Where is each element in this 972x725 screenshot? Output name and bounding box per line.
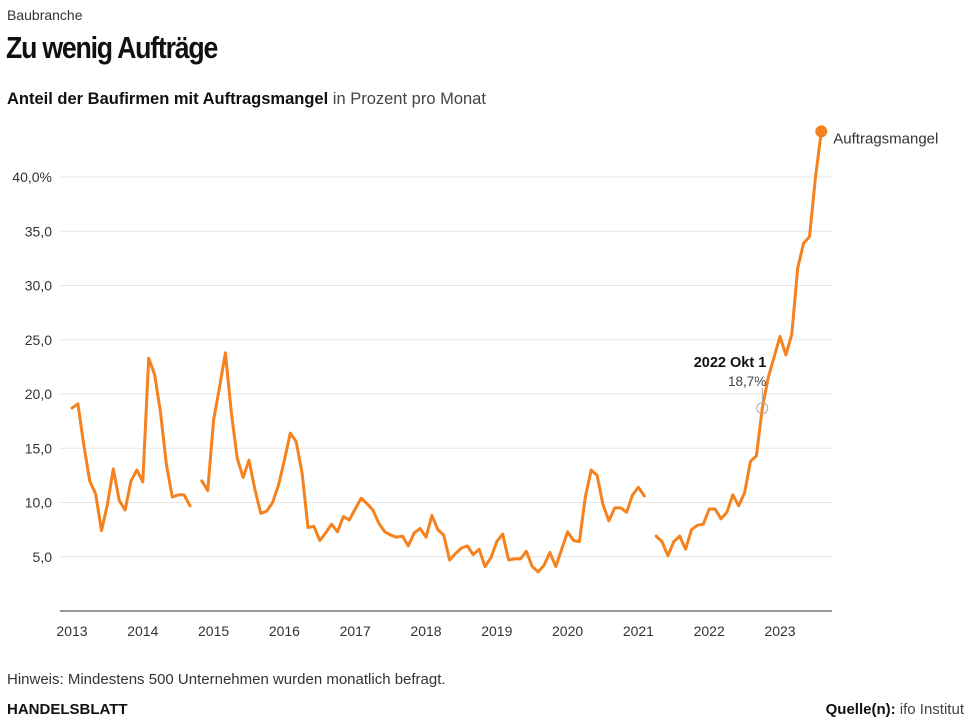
series-auftragsmangel: Auftragsmangel	[70, 125, 938, 574]
source-label: Quelle(n):	[825, 701, 896, 718]
footnote: Hinweis: Mindestens 500 Unternehmen wurd…	[7, 671, 446, 688]
annotation-marker	[756, 402, 769, 415]
x-tick-label: 2015	[198, 623, 229, 639]
y-tick-label: 20,0	[25, 386, 52, 402]
x-tick-label: 2019	[481, 623, 512, 639]
y-tick-label: 10,0	[25, 495, 52, 511]
y-tick-label: 5,0	[33, 549, 53, 565]
annotation: 2022 Okt 1 18,7%	[694, 355, 769, 415]
y-axis: 5,0 10,0 15,0 20,0 25,0 30,0 35,0 40,0%	[12, 169, 52, 565]
brand-logo: HANDELSBLATT	[7, 701, 128, 718]
y-tick-label: 30,0	[25, 278, 52, 294]
x-tick-label: 2013	[56, 623, 87, 639]
page-title: Zu wenig Aufträge	[6, 30, 218, 65]
x-tick-label: 2016	[269, 623, 300, 639]
kicker: Baubranche	[7, 7, 83, 23]
x-tick-label: 2020	[552, 623, 583, 639]
series-end-label: Auftragsmangel	[833, 130, 938, 147]
annotation-date: 2022 Okt 1	[694, 355, 767, 371]
y-tick-label: 15,0	[25, 440, 52, 456]
subtitle-unit: in Prozent pro Monat	[328, 90, 486, 108]
x-tick-label: 2022	[694, 623, 725, 639]
source-value: ifo Institut	[895, 701, 964, 718]
annotation-value: 18,7%	[728, 374, 766, 389]
x-tick-label: 2018	[410, 623, 441, 639]
source: Quelle(n): ifo Institut	[826, 701, 964, 718]
x-tick-label: 2023	[764, 623, 795, 639]
x-tick-label: 2017	[340, 623, 371, 639]
x-tick-label: 2014	[127, 623, 158, 639]
y-tick-label: 25,0	[25, 332, 52, 348]
x-axis: 2013 2014 2015 2016 2017 2018 2019 2020 2021 2022…	[56, 623, 795, 639]
y-tick-label: 40,0%	[12, 169, 52, 185]
y-tick-label: 35,0	[25, 223, 52, 239]
series-line	[70, 129, 823, 574]
end-point-marker	[815, 125, 828, 138]
subtitle-bold: Anteil der Baufirmen mit Auftragsmangel	[7, 90, 329, 108]
x-tick-label: 2021	[623, 623, 654, 639]
chart-subtitle: Anteil der Baufirmen mit Auftragsmangel …	[7, 90, 486, 109]
gridlines	[60, 176, 832, 558]
